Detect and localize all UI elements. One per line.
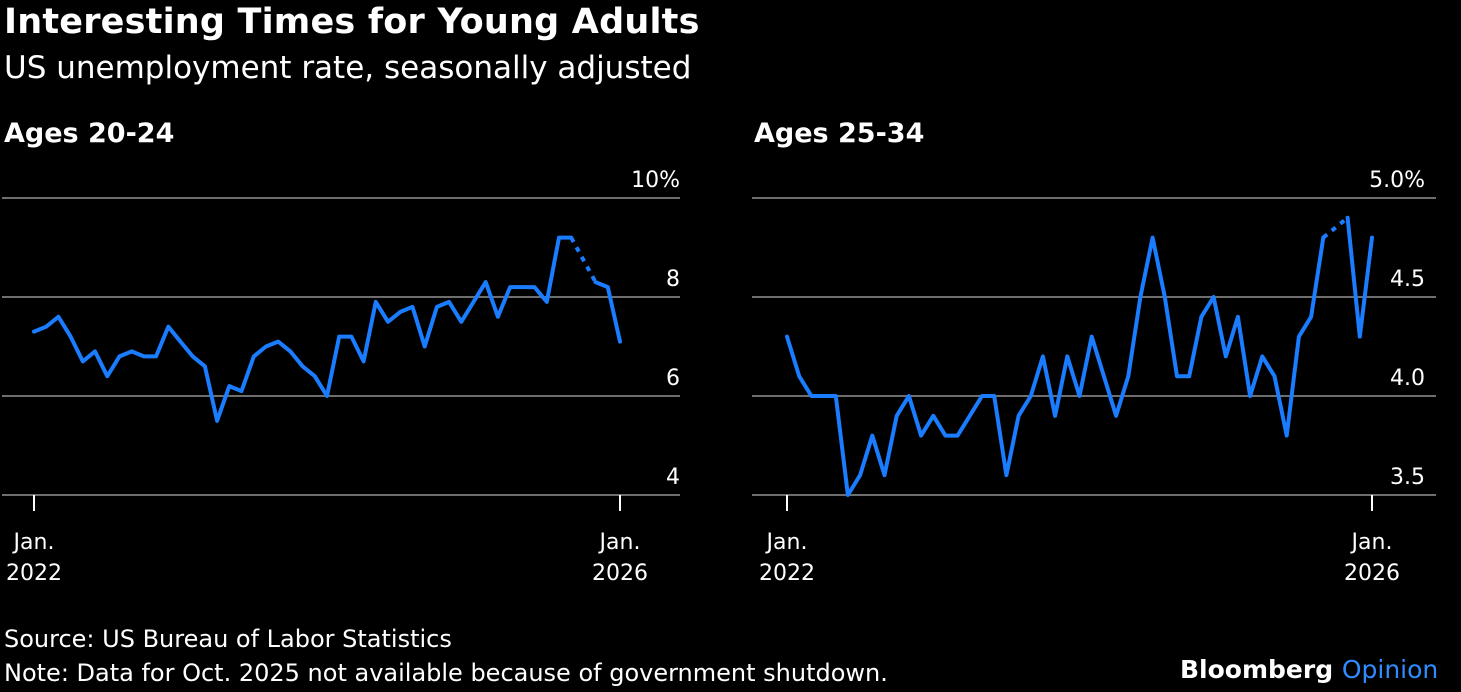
chart-title: Interesting Times for Young Adults <box>4 2 700 42</box>
bloomberg-opinion-logo: Bloomberg Opinion <box>1180 655 1439 684</box>
x-tick-label-2-1-year: 2026 <box>1344 561 1400 586</box>
series-gap-2 <box>1321 216 1349 240</box>
series-gap-1 <box>569 236 598 284</box>
y-tick-label-2-2: 4.5 <box>1390 267 1425 292</box>
panel-title-ages-25-34: Ages 25-34 <box>754 118 925 149</box>
series-line-2-part1 <box>785 235 1326 497</box>
x-tick-label-2-0-year: 2022 <box>759 561 815 586</box>
x-tick-label-1-0-year: 2022 <box>6 561 62 586</box>
y-tick-label-1-3: 10% <box>631 168 680 193</box>
x-tick-label-1-0-month: Jan. <box>12 530 55 555</box>
y-tick-label-2-1: 4.0 <box>1390 366 1425 391</box>
y-tick-label-1-1: 6 <box>666 366 680 391</box>
y-tick-label-2-3: 5.0% <box>1369 168 1425 193</box>
x-tick-label-1-1-month: Jan. <box>598 530 641 555</box>
series-line-2-part2 <box>1345 215 1374 339</box>
y-tick-label-2-0: 3.5 <box>1390 465 1425 490</box>
footnote: Note: Data for Oct. 2025 not available b… <box>4 659 888 687</box>
series-line-1-part2 <box>593 280 622 344</box>
panel-title-ages-20-24: Ages 20-24 <box>4 118 175 149</box>
series-line-1-part1 <box>32 235 574 423</box>
y-tick-label-1-2: 8 <box>666 267 680 292</box>
y-tick-label-1-0: 4 <box>666 465 680 490</box>
chart-subtitle: US unemployment rate, seasonally adjuste… <box>4 50 692 86</box>
x-tick-label-1-1-year: 2026 <box>592 561 648 586</box>
source-note: Source: US Bureau of Labor Statistics <box>4 625 452 653</box>
x-tick-label-2-1-month: Jan. <box>1350 530 1393 555</box>
x-tick-label-2-0-month: Jan. <box>765 530 808 555</box>
